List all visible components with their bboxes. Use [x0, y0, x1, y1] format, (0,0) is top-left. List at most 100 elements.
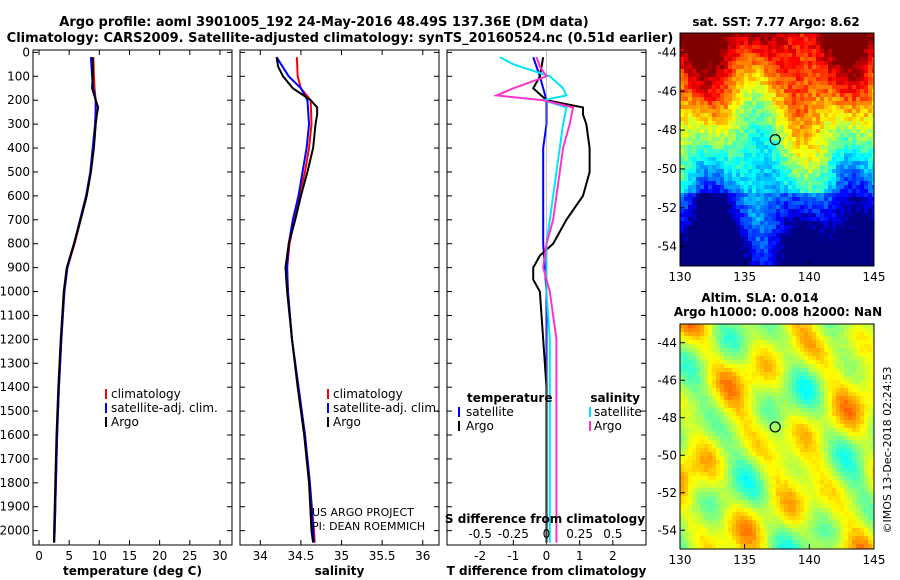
map-cell [852, 165, 857, 170]
map-cell [700, 476, 705, 481]
map-cell [780, 133, 785, 138]
map-cell [748, 416, 753, 421]
map-cell [716, 352, 721, 357]
map-cell [836, 101, 841, 106]
map-cell [796, 173, 801, 178]
map-cell [828, 73, 833, 78]
map-cell [768, 173, 773, 178]
map-cell [720, 73, 725, 78]
map-cell [804, 165, 809, 170]
map-cell [728, 81, 733, 86]
map-cell [712, 89, 717, 94]
map-cell [776, 125, 781, 130]
map-cell [716, 177, 721, 182]
map-cell [736, 372, 741, 377]
map-cell [796, 432, 801, 437]
map-cell [716, 464, 721, 469]
map-cell [752, 516, 757, 521]
map-cell [792, 49, 797, 54]
map-cell [788, 372, 793, 377]
map-cell [784, 444, 789, 449]
map-cell [688, 396, 693, 401]
map-cell [684, 396, 689, 401]
map-cell [760, 364, 765, 369]
map-cell [752, 189, 757, 194]
map-cell [688, 157, 693, 162]
map-cell [764, 512, 769, 517]
map-cell [688, 400, 693, 405]
map-cell [808, 189, 813, 194]
depth-tick-label: 1600 [0, 428, 30, 442]
map-cell [700, 73, 705, 78]
map-cell [712, 185, 717, 190]
map-cell [700, 452, 705, 457]
map-cell [680, 193, 685, 198]
map-cell [744, 53, 749, 58]
map-cell [724, 157, 729, 162]
map-cell [792, 93, 797, 98]
map-cell [804, 468, 809, 473]
map-cell [840, 253, 845, 258]
map-cell [840, 137, 845, 142]
map-cell [684, 436, 689, 441]
map-cell [708, 424, 713, 429]
map-cell [788, 544, 793, 549]
map-cell [800, 356, 805, 361]
map-cell [688, 452, 693, 457]
map-cell [684, 133, 689, 138]
map-cell [832, 53, 837, 58]
map-cell [744, 109, 749, 114]
map-cell [716, 253, 721, 258]
map-cell [760, 452, 765, 457]
map-cell [696, 49, 701, 54]
map-cell [688, 185, 693, 190]
map-cell [792, 149, 797, 154]
x-tick-label: 34.5 [288, 549, 315, 563]
map-cell [812, 205, 817, 210]
map-cell [712, 209, 717, 214]
map-cell [684, 340, 689, 345]
map-cell [832, 129, 837, 134]
map-cell [780, 412, 785, 417]
map-cell [740, 229, 745, 234]
map-cell [824, 41, 829, 46]
map-cell [788, 121, 793, 126]
map-cell [860, 261, 865, 266]
map-cell [844, 177, 849, 182]
map-cell [768, 528, 773, 533]
map-cell [704, 249, 709, 254]
map-cell [804, 153, 809, 158]
map-cell [680, 237, 685, 242]
map-cell [764, 532, 769, 537]
map-cell [704, 360, 709, 365]
map-cell [696, 528, 701, 533]
map-cell [692, 368, 697, 373]
map-cell [784, 432, 789, 437]
map-cell [708, 133, 713, 138]
map-cell [716, 412, 721, 417]
map-cell [684, 412, 689, 417]
map-cell [768, 452, 773, 457]
map-cell [848, 165, 853, 170]
map-cell [692, 436, 697, 441]
map-cell [824, 49, 829, 54]
map-cell [752, 121, 757, 126]
map-cell [776, 412, 781, 417]
map-cell [716, 65, 721, 70]
map-cell [724, 249, 729, 254]
map-cell [684, 125, 689, 130]
map-cell [704, 332, 709, 337]
map-cell [764, 145, 769, 150]
map-cell [712, 460, 717, 465]
map-cell [700, 436, 705, 441]
map-cell [808, 352, 813, 357]
map-cell [696, 412, 701, 417]
map-cell [792, 384, 797, 389]
map-cell [728, 229, 733, 234]
map-cell [760, 408, 765, 413]
map-cell [704, 49, 709, 54]
map-cell [720, 181, 725, 186]
map-cell [776, 420, 781, 425]
map-cell [872, 77, 875, 82]
map-cell [832, 173, 837, 178]
